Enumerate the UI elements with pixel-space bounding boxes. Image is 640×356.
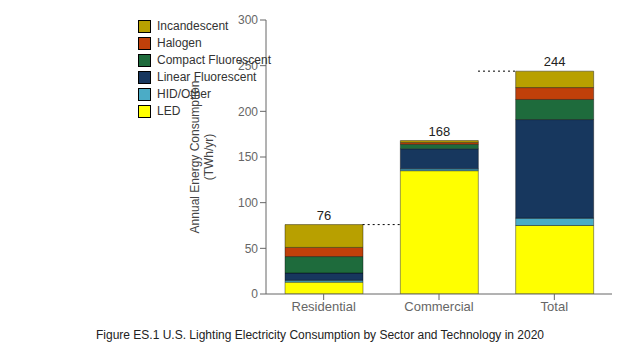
svg-text:250: 250	[238, 59, 258, 73]
svg-text:168: 168	[428, 124, 450, 139]
svg-text:50: 50	[245, 242, 259, 256]
svg-text:Commercial: Commercial	[404, 299, 473, 314]
svg-text:100: 100	[238, 196, 258, 210]
svg-text:200: 200	[238, 105, 258, 119]
svg-text:Residential: Residential	[292, 299, 356, 314]
svg-text:Annual Energy Consumption(TWh/: Annual Energy Consumption(TWh/yr)	[188, 81, 216, 234]
svg-text:150: 150	[238, 150, 258, 164]
svg-text:76: 76	[317, 208, 331, 223]
svg-text:244: 244	[544, 54, 566, 69]
svg-text:300: 300	[238, 13, 258, 27]
svg-text:Total: Total	[541, 299, 569, 314]
svg-text:0: 0	[251, 287, 258, 301]
